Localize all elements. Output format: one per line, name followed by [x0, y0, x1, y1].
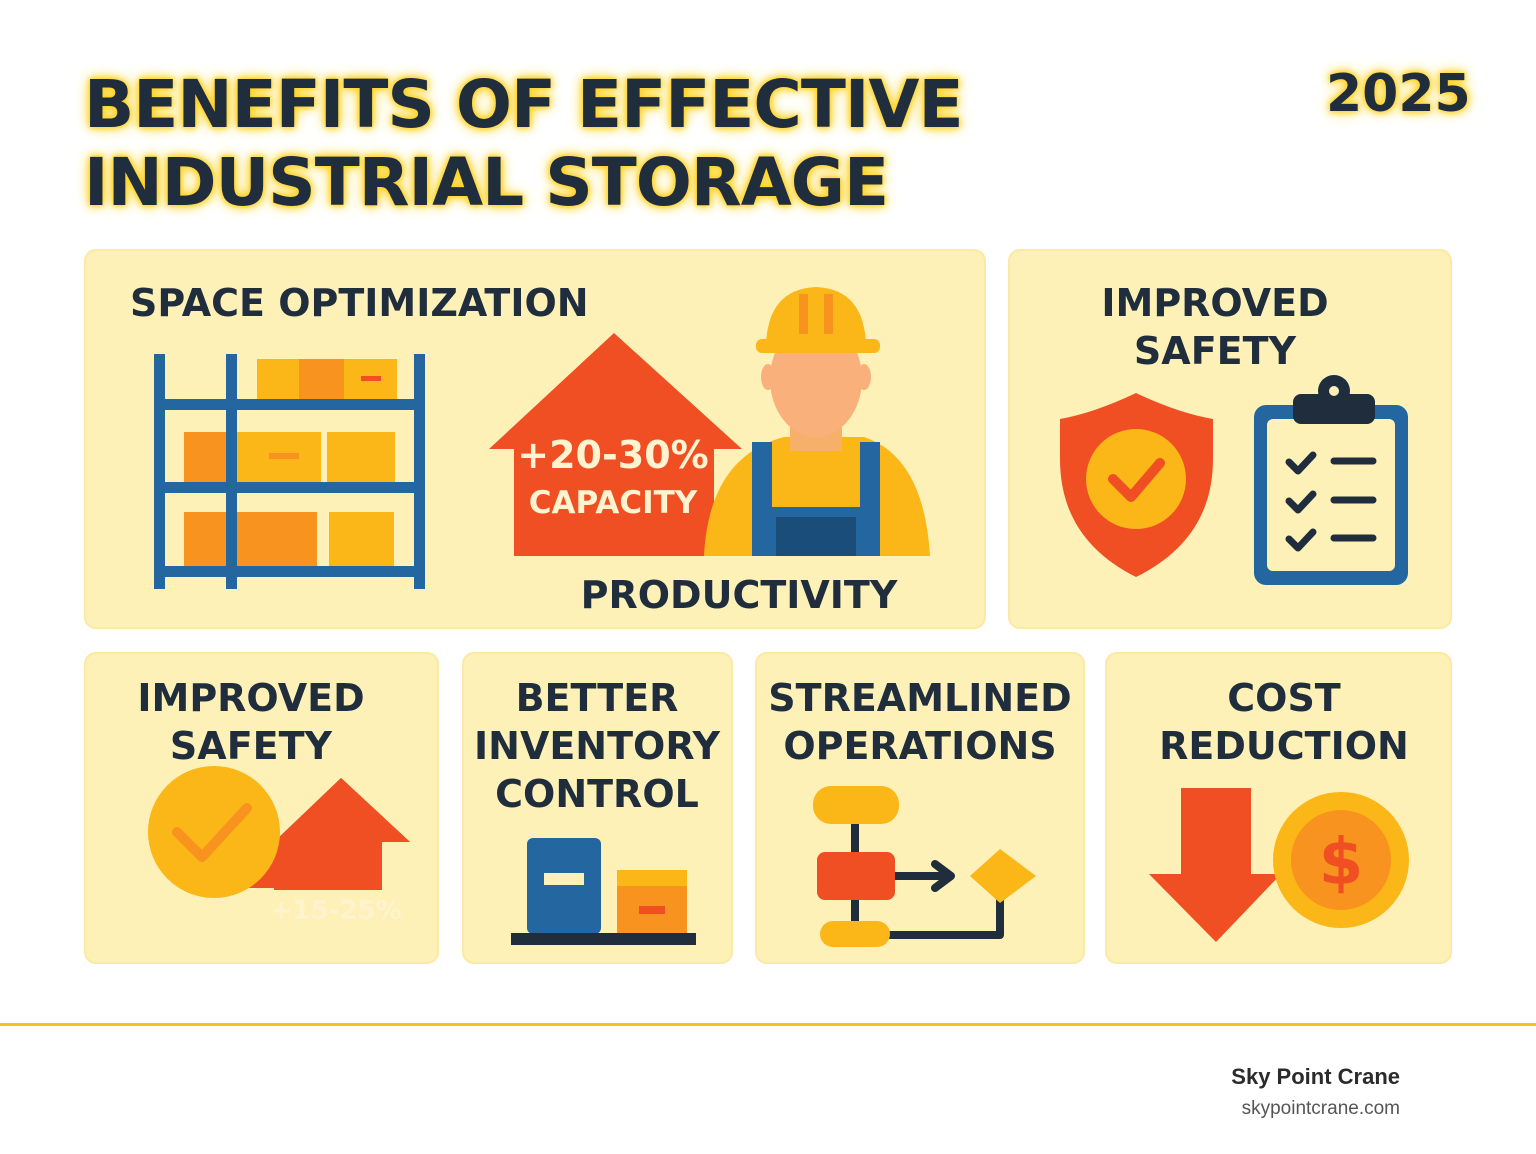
card-inventory-control: BETTER INVENTORY CONTROL [462, 652, 733, 964]
card-heading: IMPROVED SAFETY [1101, 281, 1329, 373]
clipboard-checklist-icon [1254, 375, 1408, 585]
card-heading: STREAMLINED OPERATIONS [768, 676, 1072, 768]
shelving-icon [154, 354, 425, 589]
card-streamlined-operations: STREAMLINED OPERATIONS [755, 652, 1085, 964]
footer-brand: Sky Point Crane [1231, 1064, 1400, 1089]
card-heading: SPACE OPTIMIZATION [130, 281, 589, 325]
footer-divider [0, 1023, 1536, 1026]
productivity-label: PRODUCTIVITY [580, 573, 898, 617]
card-improved-safety-bottom: IMPROVED SAFETY +15-25% [84, 652, 439, 964]
check-circle-icon [148, 766, 280, 898]
house-arrow-icon [489, 333, 742, 556]
page-title: BENEFITS OF EFFECTIVE INDUSTRIAL STORAGE [84, 66, 964, 221]
capacity-value: +20-30% [517, 433, 709, 477]
card-space-optimization: SPACE OPTIMIZATION +20-30% CAPACITY [84, 249, 986, 629]
card-heading: COST REDUCTION [1159, 676, 1409, 768]
down-arrow-icon [1149, 788, 1281, 942]
worker-icon [704, 287, 930, 556]
card-cost-reduction: COST REDUCTION $ [1105, 652, 1452, 964]
flowchart-icon [813, 786, 1036, 947]
card-heading: BETTER INVENTORY CONTROL [474, 676, 721, 816]
capacity-label: CAPACITY [528, 485, 698, 521]
year-label: 2025 [1326, 64, 1471, 124]
card-heading: IMPROVED SAFETY [137, 676, 365, 768]
inventory-bins-icon [511, 838, 696, 945]
safety-increase-value: +15-25% [270, 896, 402, 926]
footer-url[interactable]: skypointcrane.com [1241, 1098, 1400, 1119]
dollar-coin-icon: $ [1273, 792, 1409, 928]
shield-check-icon [1060, 393, 1213, 577]
dollar-symbol: $ [1319, 826, 1364, 900]
card-improved-safety-top: IMPROVED SAFETY [1008, 249, 1452, 629]
